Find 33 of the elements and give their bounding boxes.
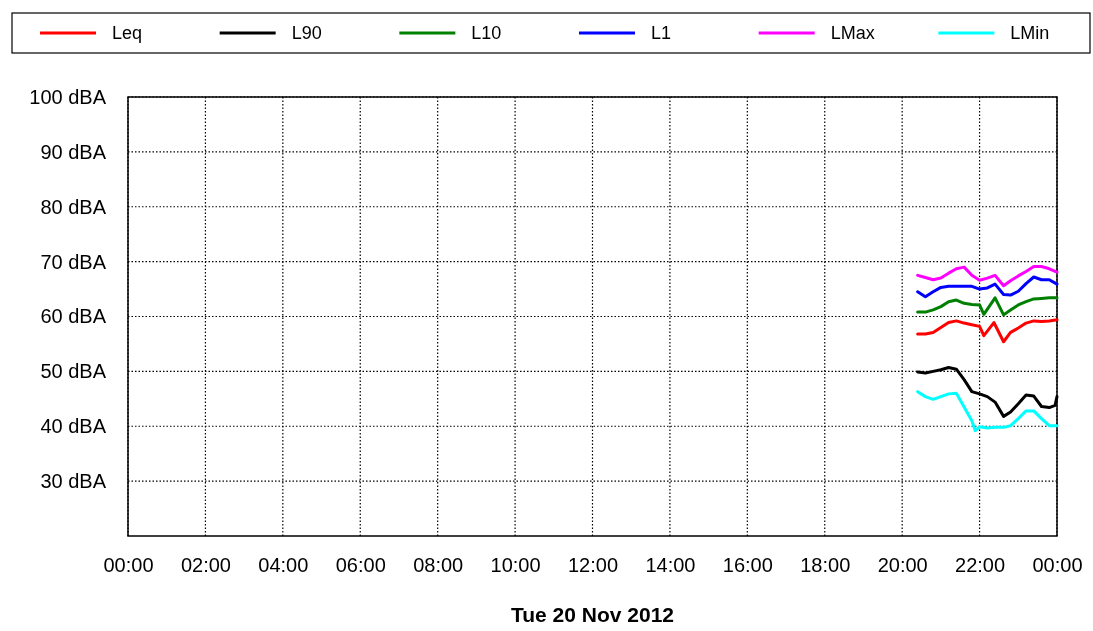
- x-tick-label: 16:00: [722, 554, 773, 577]
- line-series: [916, 318, 1059, 344]
- line-series: [916, 265, 1059, 288]
- line-series: [916, 390, 1059, 433]
- y-tick-label: 90 dBA: [40, 140, 107, 163]
- x-tick-label: 00:00: [1032, 554, 1083, 577]
- x-tick-label: 02:00: [180, 554, 231, 577]
- legend-label: LMin: [1010, 23, 1050, 43]
- legend-label: Leq: [112, 23, 143, 43]
- y-tick-label: 70 dBA: [40, 250, 107, 273]
- y-tick-label: 30 dBA: [40, 470, 107, 493]
- y-tick-label: 60 dBA: [40, 305, 107, 328]
- line-series: [916, 275, 1059, 299]
- legend-label: L90: [291, 23, 322, 43]
- y-tick-label: 50 dBA: [40, 360, 107, 383]
- x-tick-label: 20:00: [877, 554, 928, 577]
- legend-label: L1: [651, 23, 672, 43]
- legend-label: LMax: [830, 23, 875, 43]
- y-tick-label: 80 dBA: [40, 195, 107, 218]
- line-series: [916, 296, 1059, 317]
- x-tick-label: 04:00: [258, 554, 309, 577]
- x-tick-label: 22:00: [955, 554, 1006, 577]
- x-tick-label: 10:00: [490, 554, 541, 577]
- x-tick-label: 00:00: [103, 554, 154, 577]
- x-tick-label: 08:00: [413, 554, 464, 577]
- y-tick-label: 100 dBA: [29, 85, 107, 108]
- x-axis-title: Tue 20 Nov 2012: [510, 603, 675, 626]
- x-tick-label: 18:00: [800, 554, 851, 577]
- x-tick-label: 12:00: [567, 554, 619, 577]
- x-tick-label: 06:00: [335, 554, 386, 577]
- legend-label: L10: [471, 23, 502, 43]
- y-tick-label: 40 dBA: [40, 415, 107, 438]
- x-tick-label: 14:00: [645, 554, 696, 577]
